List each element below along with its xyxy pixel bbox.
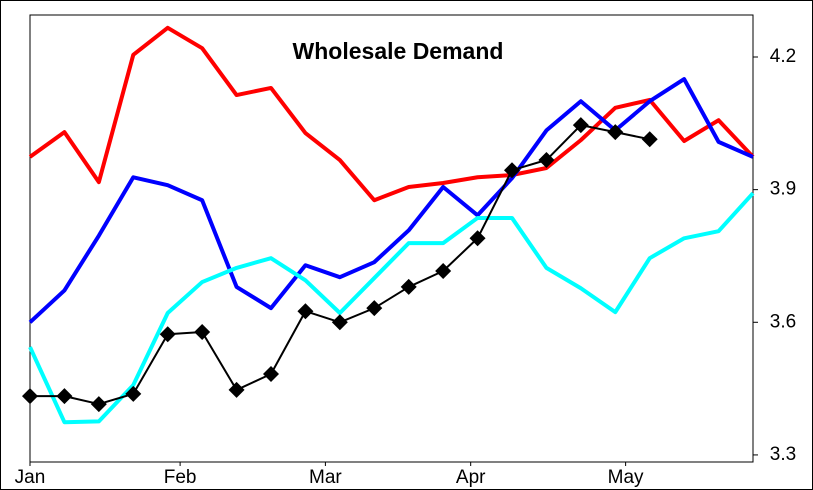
x-tick-label: Feb [164,467,197,488]
marker [435,262,452,279]
chart-title: Wholesale Demand [293,38,504,64]
marker [297,303,314,320]
marker [22,388,38,405]
x-tick-label: Jan [15,467,46,488]
marker [641,131,658,148]
marker [572,117,589,134]
marker [159,326,176,343]
marker [263,366,279,383]
x-tick-label: Mar [309,467,342,488]
marker [366,300,383,317]
y-tick-label: 3.3 [770,444,796,465]
series-line [28,25,755,203]
plot-area [29,14,754,463]
marker [125,385,142,402]
y-tick-label: 3.6 [770,311,796,332]
x-tick-label: May [608,467,644,488]
marker [194,324,211,341]
marker [538,152,555,169]
y-tick-label: 3.9 [770,179,796,200]
series-line [28,77,754,324]
marker [90,396,107,413]
series-line [28,191,755,425]
marker [607,124,624,141]
marker [469,230,486,247]
marker [400,278,417,295]
marker [504,162,520,179]
marker [331,314,348,331]
marker [228,381,245,398]
y-tick-label: 4.2 [770,46,796,67]
marker [56,388,73,405]
x-tick-label: Apr [456,467,486,488]
